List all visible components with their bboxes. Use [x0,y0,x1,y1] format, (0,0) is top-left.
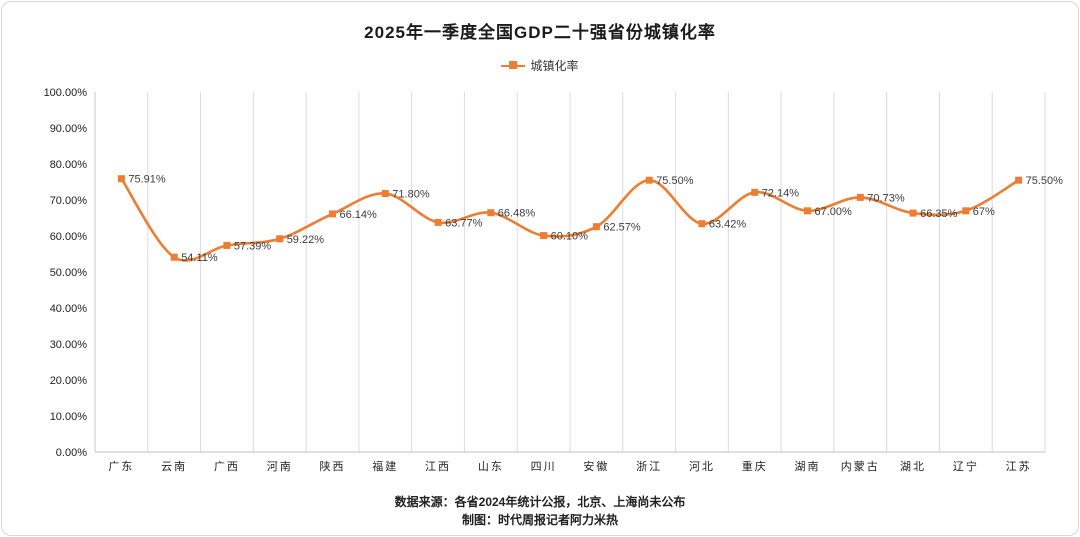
data-point-marker [751,188,759,196]
chart-canvas: 0.00% 10.00% 20.00% 30.00% 40.00% 50.00% 60.00… [44,87,1064,473]
credit-note: 制图：时代周报记者阿力米热 [461,513,618,527]
x-tick-label: 陕西 [320,459,346,473]
y-tick-label: 40.00% [50,303,88,315]
x-tick-label: 河北 [689,460,715,473]
data-point-marker [170,253,178,261]
legend-label: 城镇化率 [530,58,579,73]
y-tick-label: 0.00% [56,447,87,459]
data-point-label: 59.22% [287,234,325,246]
data-point-marker [698,220,706,228]
y-tick-label: 50.00% [50,267,88,279]
y-tick-label: 60.00% [50,231,88,243]
y-tick-label: 20.00% [50,375,88,387]
data-point-marker [329,210,336,218]
x-tick-label: 广东 [108,460,134,473]
data-point-label: 66.48% [498,208,536,220]
data-point-label: 71.80% [392,189,430,201]
data-point-marker [1015,176,1023,184]
data-point-label: 54.11% [181,252,218,264]
x-tick-label: 内蒙古 [841,459,880,473]
chart-legend: 城镇化率 [2,58,1078,73]
x-tick-label: 四川 [531,461,557,473]
x-tick-label: 重庆 [742,459,768,473]
data-point-marker [540,232,548,240]
x-tick-label: 山东 [478,460,504,473]
x-tick-label: 湖北 [900,460,926,473]
data-point-label: 67.00% [815,206,853,218]
data-point-label: 66.35% [920,208,958,220]
data-point-marker [434,218,442,226]
data-point-marker [645,176,653,184]
x-tick-label: 江西 [425,460,451,473]
y-tick-label: 10.00% [50,411,88,423]
data-point-marker [962,207,970,215]
y-tick-label: 100.00% [44,87,88,99]
chart-footer: 数据来源：各省2024年统计公报，北京、上海尚未公布 制图：时代周报记者阿力米热 [2,493,1078,529]
data-point-marker [592,223,600,231]
x-tick-label: 河南 [267,460,293,473]
data-point-marker [487,209,495,217]
y-tick-label: 70.00% [50,195,88,207]
data-point-label: 62.57% [603,222,641,234]
x-tick-label: 辽宁 [953,459,979,473]
x-tick-label: 福建 [372,459,398,473]
legend-square-icon [509,60,518,69]
data-point-marker [117,175,125,183]
line-chart: 0.00% 10.00% 20.00% 30.00% 40.00% 50.00% 60.00… [2,80,1078,487]
data-point-label: 70.73% [867,192,905,204]
x-tick-label: 湖南 [795,460,821,473]
y-tick-label: 80.00% [50,159,88,171]
data-point-marker [223,241,231,249]
x-tick-label: 浙江 [636,460,662,473]
x-tick-label: 广西 [214,460,240,473]
data-point-label: 75.50% [656,175,694,187]
data-point-label: 63.42% [709,219,747,231]
data-point-label: 72.14% [762,187,800,199]
data-point-label: 60.10% [551,231,589,243]
data-point-label: 63.77% [445,217,483,229]
y-tick-label: 90.00% [50,123,88,135]
data-point-marker [804,207,811,215]
data-point-label: 57.39% [234,240,272,252]
data-point-label: 75.50% [1026,175,1064,187]
x-tick-label: 安徽 [583,459,609,473]
chart-title: 2025年一季度全国GDP二十强省份城镇化率 [364,23,716,42]
data-source-note: 数据来源：各省2024年统计公报，北京、上海尚未公布 [394,495,686,509]
y-tick-label: 30.00% [50,339,88,351]
data-point-label: 66.14% [340,209,378,221]
data-point-label: 75.91% [128,174,166,186]
data-point-marker [381,190,389,197]
data-point-marker [856,193,864,201]
legend-line-marker-icon [501,60,526,70]
x-tick-label: 江苏 [1006,460,1032,473]
data-point-marker [276,235,284,243]
data-point-marker [909,209,917,217]
x-tick-label: 云南 [161,460,187,473]
data-point-label: 67% [973,206,995,218]
